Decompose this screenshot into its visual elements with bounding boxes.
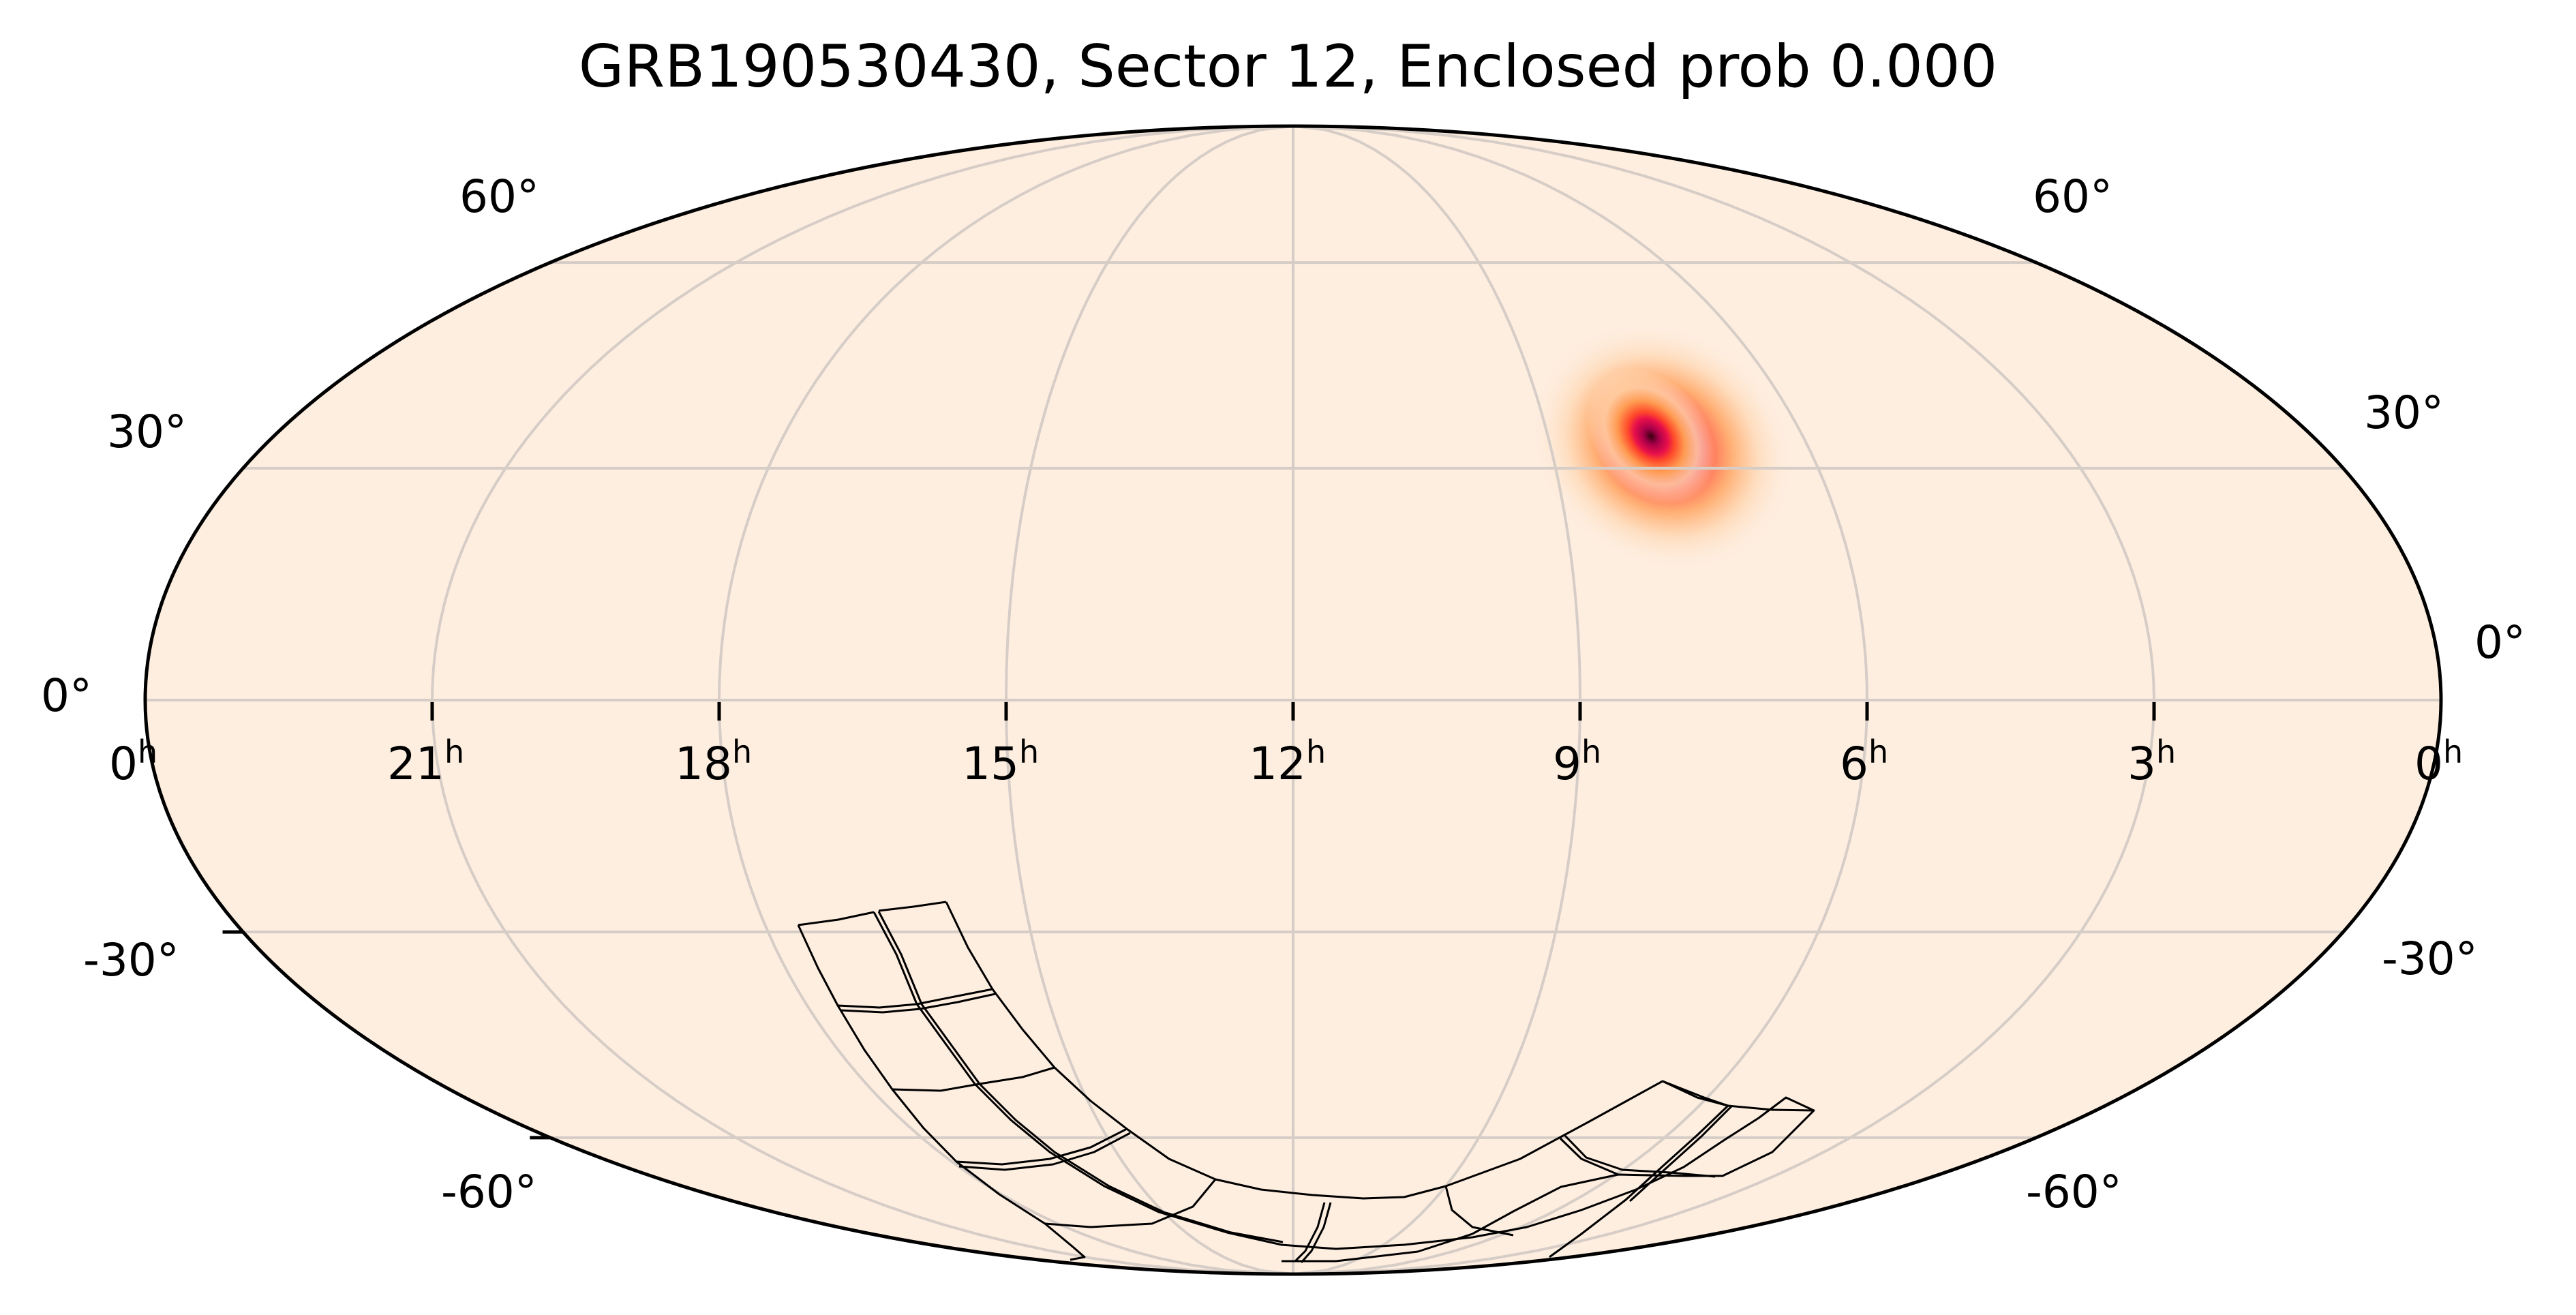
ccd-outline	[956, 1128, 1127, 1166]
dec-tick-label: -30°	[2382, 933, 2478, 985]
dec-tick-label: 60°	[459, 170, 539, 223]
ra-tick-label: 6h	[1840, 734, 1889, 790]
dec-tick-label: 0°	[41, 669, 92, 722]
ra-tick-label: 12h	[1249, 734, 1327, 790]
dec-tick-label: -60°	[2026, 1166, 2122, 1218]
ra-tick-label: 0h	[2414, 734, 2464, 790]
ccd-outline	[1282, 1080, 1815, 1263]
dec-tick-label: 30°	[2364, 387, 2444, 439]
ra-gridline	[1292, 126, 1869, 1274]
map-frame	[143, 124, 2443, 1276]
ccd-outline	[1559, 1137, 1619, 1176]
dec-tick-label: 60°	[2033, 170, 2112, 223]
ccd-outline	[1549, 1104, 1729, 1258]
axis-ticks	[222, 702, 2156, 1140]
ccd-outline	[892, 1066, 1055, 1092]
ccd-outline	[1628, 1104, 1733, 1203]
ccd-outline	[797, 924, 1086, 1261]
ccd-outline	[840, 993, 996, 1014]
ra-tick-label: 15h	[962, 734, 1040, 790]
ccd-outline	[1662, 1080, 1729, 1107]
ra-tick-label: 0h	[109, 734, 158, 790]
dec-tick-label: 0°	[2474, 616, 2526, 669]
ra-gridline	[430, 126, 1294, 1274]
ccd-outline	[1444, 1185, 1514, 1237]
ccd-outline	[877, 911, 1284, 1243]
ccd-outline	[1564, 1134, 1716, 1178]
chart-title: GRB190530430, Sector 12, Enclosed prob 0…	[578, 33, 1998, 101]
ccd-outline	[1300, 1202, 1332, 1263]
ra-tick-label: 3h	[2127, 734, 2177, 790]
tess-footprint	[797, 901, 1815, 1263]
ccd-outline	[958, 1132, 1131, 1171]
ra-tick-label: 21h	[387, 734, 465, 790]
probability-hotspot	[1586, 368, 1716, 504]
ra-tick-label: 9h	[1553, 734, 1602, 790]
dec-tick-label: 30°	[107, 406, 187, 458]
ccd-outline	[878, 901, 947, 912]
ra-gridline	[1292, 126, 2156, 1274]
ccd-outline	[837, 988, 993, 1009]
dec-tick-label: -30°	[83, 934, 179, 986]
ccd-outline	[1044, 1179, 1217, 1228]
ra-tick-label: 18h	[675, 734, 753, 790]
ccd-outline	[945, 901, 1446, 1200]
ccd-outline	[873, 911, 1815, 1250]
ccd-outline	[1294, 1202, 1326, 1263]
ccd-outline	[798, 911, 875, 926]
ra-gridline	[717, 126, 1294, 1274]
ra-gridline	[1292, 126, 1582, 1274]
dec-tick-label: -60°	[441, 1166, 537, 1218]
